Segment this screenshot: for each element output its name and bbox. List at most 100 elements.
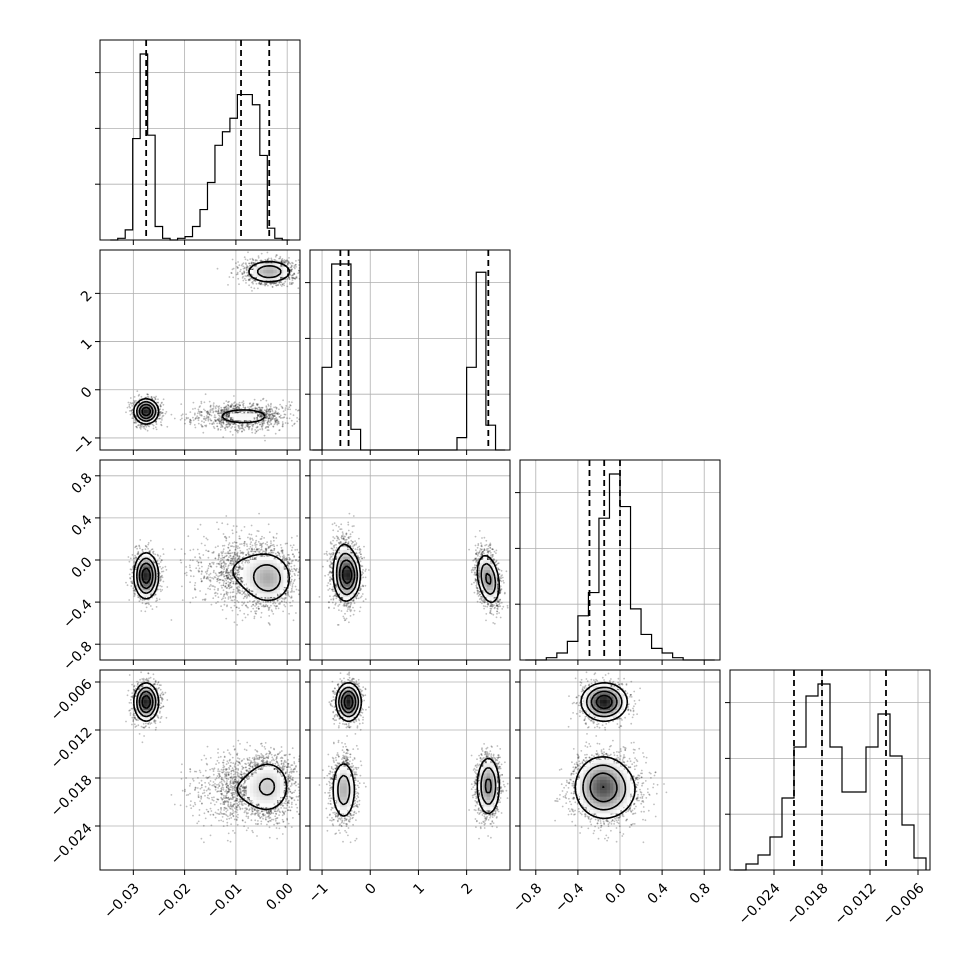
sample-point [189,421,191,424]
sample-point [205,411,208,414]
sample-point [281,283,284,286]
sample-point [270,402,272,405]
sample-point [229,417,232,420]
sample-point [291,279,294,281]
sample-point [274,418,276,420]
sample-point [286,417,288,419]
sample-point [209,584,212,586]
sample-point [278,408,280,411]
sample-point [238,411,240,414]
sample-point [179,418,182,421]
sample-point [231,258,234,261]
sample-point [269,410,272,413]
sample-point [204,544,206,547]
sample-point [236,265,239,268]
sample-point [184,422,186,425]
sample-point [215,574,218,576]
sample-point [245,267,248,270]
sample-point [232,525,235,527]
sample-point [280,259,283,262]
sample-point [254,432,257,435]
sample-point [286,285,289,288]
sample-point [252,259,255,261]
sample-point [234,426,236,429]
sample-point [257,403,259,406]
sample-point [135,545,138,547]
sample-point [205,424,208,427]
sample-point [289,544,292,547]
sample-point [129,406,132,409]
sample-point [278,422,280,425]
sample-point [219,428,222,431]
sample-point [243,411,245,414]
sample-point [226,403,229,406]
sample-point [275,419,278,422]
sample-point [161,412,163,415]
sample-point [170,619,173,621]
sample-point [230,406,232,408]
sample-point [235,262,237,264]
sample-point [260,252,263,255]
sample-point [233,599,236,601]
sample-point [232,407,235,410]
sample-point [185,571,188,574]
sample-point [260,282,263,285]
sample-point [259,283,262,286]
sample-point [247,613,249,616]
sample-point [258,421,260,424]
sample-point [256,418,259,421]
sample-point [189,549,192,552]
sample-point [295,260,297,262]
sample-point [232,588,235,591]
sample-point [273,258,276,261]
sample-point [249,258,252,260]
sample-point [139,428,142,430]
sample-point [270,422,273,425]
sample-point [269,405,272,408]
sample-point [205,416,208,419]
sample-point [203,408,205,411]
sample-point [223,408,226,411]
sample-point [200,542,203,545]
sample-point [272,425,275,428]
sample-point [160,402,163,404]
sample-point [162,403,165,406]
sample-point [140,395,143,398]
sample-point [218,422,221,424]
sample-point [139,425,142,428]
sample-point [203,418,206,420]
sample-point [230,272,233,274]
sample-point [289,281,291,284]
sample-point [244,407,247,409]
sample-point [260,415,263,418]
sample-point [235,423,237,426]
sample-point [217,412,219,415]
sample-point [259,423,262,426]
sample-point [276,254,278,256]
sample-point [293,567,295,570]
sample-point [253,417,256,420]
sample-point [235,273,238,276]
sample-point [260,399,262,402]
sample-point [192,419,195,422]
sample-point [217,418,219,420]
sample-point [275,282,278,284]
sample-point [296,417,298,419]
sample-point [218,418,221,421]
sample-point [214,406,217,408]
sample-point [133,422,136,424]
sample-point [295,408,297,411]
sample-point [237,403,240,406]
sample-point [216,521,218,524]
sample-point [275,537,278,539]
sample-point [236,271,239,274]
sample-point [129,397,132,399]
sample-point [226,423,229,425]
sample-point [241,273,244,275]
sample-point [130,402,133,405]
sample-point [213,427,216,430]
sample-point [291,546,294,549]
sample-point [228,412,230,415]
sample-point [239,268,242,271]
sample-point [131,405,134,407]
